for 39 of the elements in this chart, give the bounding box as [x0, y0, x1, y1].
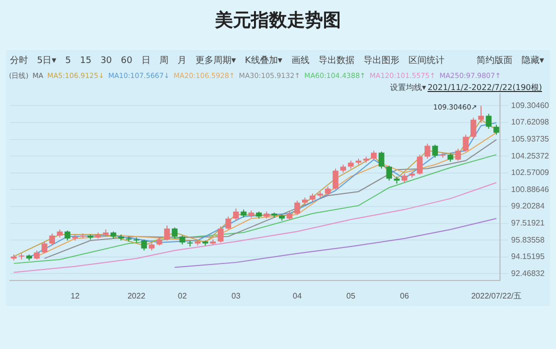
text: 15 — [80, 56, 92, 66]
text: 2021/11/2-2022/7/22(190根) — [428, 83, 542, 92]
text: 隐藏▾ — [521, 56, 544, 66]
text: 月 — [177, 56, 186, 66]
text: 导出数据 — [318, 56, 354, 66]
x-tick-label: 02 — [178, 291, 188, 300]
chart-title: 美元指数走势图 — [214, 9, 342, 32]
text: 简约版面 — [476, 56, 512, 66]
text: 区间统计 — [408, 56, 444, 66]
text: 5 — [65, 56, 71, 66]
x-tick-label: 2022/07/22/五 — [471, 291, 522, 300]
y-tick-label: 107.62098 — [511, 118, 550, 127]
x-tick-label: 2022 — [127, 291, 146, 300]
text: 周 — [159, 56, 168, 66]
y-tick-label: 94.15195 — [511, 252, 546, 262]
x-tick-label: 03 — [231, 291, 241, 300]
text: 60 — [120, 56, 132, 66]
y-tick-label: 99.20284 — [511, 202, 546, 211]
y-tick-label: 109.30460 — [511, 100, 550, 110]
text: 5日▾ — [37, 56, 56, 66]
text: 设置均线▾ — [390, 83, 426, 92]
text: 日 — [141, 56, 150, 66]
y-tick-label: 100.88646 — [511, 184, 550, 194]
text: K线叠加▾ — [244, 56, 282, 66]
text: 更多周期▾ — [195, 56, 236, 66]
text: 30 — [100, 56, 112, 66]
text: 画线 — [291, 56, 310, 66]
x-tick-label: 04 — [292, 291, 302, 300]
x-tick-label: 06 — [400, 291, 410, 300]
x-tick-label: 05 — [346, 291, 356, 300]
x-tick-label: 12 — [70, 291, 80, 300]
y-tick-label: 105.93735 — [511, 134, 550, 144]
y-tick-label: 102.57009 — [511, 168, 550, 178]
text: 分时 — [10, 56, 28, 66]
y-tick-label: 95.83558 — [511, 235, 546, 244]
y-tick-label: 92.46832 — [511, 268, 546, 278]
y-tick-label: 97.51921 — [511, 218, 546, 228]
y-tick-label: 104.25372 — [511, 151, 550, 160]
text: 导出图形 — [363, 56, 400, 66]
